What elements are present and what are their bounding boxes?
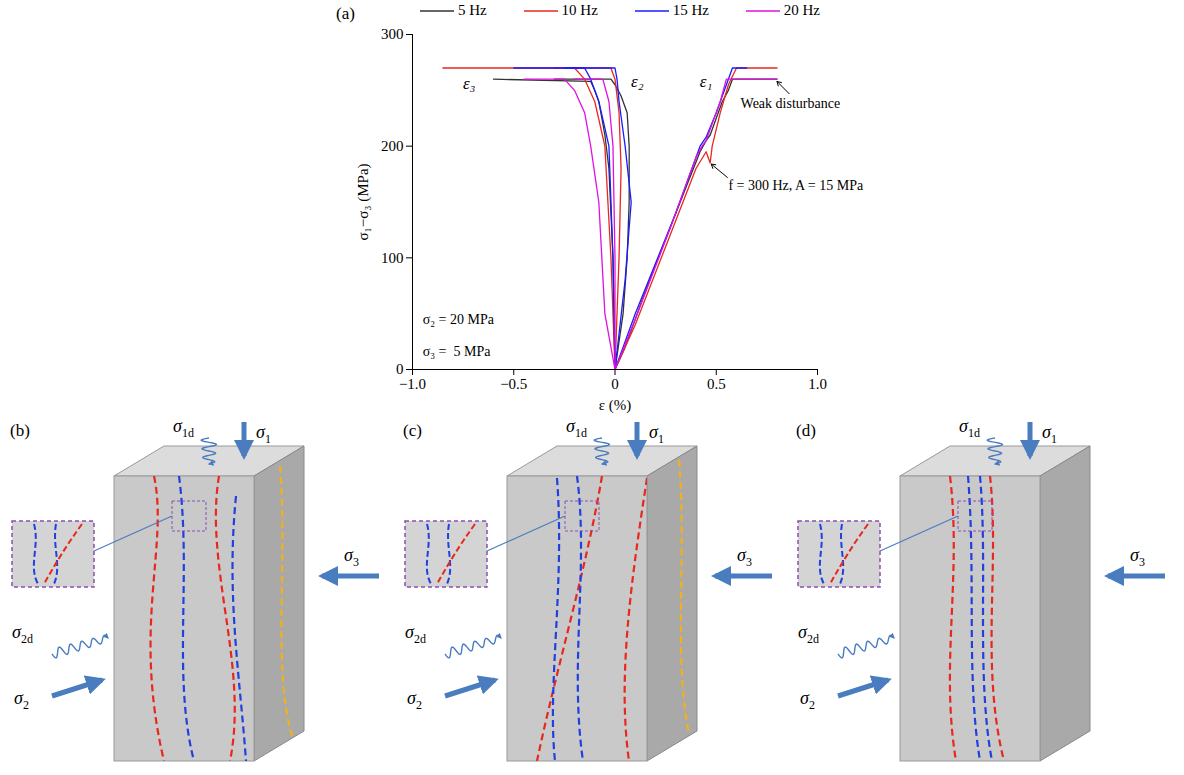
svg-text:σ3: σ3 <box>1130 545 1145 569</box>
svg-text:Weak disturbance: Weak disturbance <box>741 96 841 111</box>
html-text:20 Hz: 20 Hz <box>783 2 820 18</box>
svg-text:100: 100 <box>381 250 404 266</box>
svg-text:σ2d: σ2d <box>12 622 33 646</box>
html-text:(a): (a) <box>336 4 355 23</box>
svg-text:σ1: σ1 <box>1042 422 1057 446</box>
svg-text:(d): (d) <box>796 421 816 440</box>
html-text:10 Hz: 10 Hz <box>561 2 598 18</box>
svg-text:σ1: σ1 <box>256 422 271 446</box>
svg-text:σ₃ = 5 MPa: σ₃ = 5 MPa <box>423 344 492 359</box>
svg-text:σ3: σ3 <box>344 545 359 569</box>
svg-text:σ2d: σ2d <box>798 622 819 646</box>
html-text:5 Hz: 5 Hz <box>458 2 487 18</box>
svg-text:σ2: σ2 <box>800 688 815 712</box>
svg-text:0: 0 <box>396 361 404 377</box>
html-text:15 Hz: 15 Hz <box>672 2 709 18</box>
svg-text:−0.5: −0.5 <box>500 376 527 392</box>
svg-text:ε₁: ε₁ <box>700 72 713 91</box>
svg-text:σ₂ = 20 MPa: σ₂ = 20 MPa <box>423 312 495 327</box>
svg-text:σ2d: σ2d <box>405 622 426 646</box>
svg-text:0: 0 <box>611 376 619 392</box>
svg-text:σ1d: σ1d <box>566 416 587 440</box>
svg-text:ε₃: ε₃ <box>463 74 476 93</box>
svg-text:σ1d: σ1d <box>173 416 194 440</box>
svg-text:1.0: 1.0 <box>808 376 827 392</box>
svg-text:200: 200 <box>381 138 404 154</box>
svg-text:σ1d: σ1d <box>959 416 980 440</box>
svg-text:ε₂: ε₂ <box>631 72 644 91</box>
svg-text:f = 300 Hz, A = 15 MPa: f = 300 Hz, A = 15 MPa <box>728 178 864 193</box>
svg-text:300: 300 <box>381 26 404 42</box>
svg-text:σ2: σ2 <box>407 688 422 712</box>
svg-text:(c): (c) <box>403 421 422 440</box>
svg-text:0.5: 0.5 <box>707 376 726 392</box>
svg-text:−1.0: −1.0 <box>399 376 426 392</box>
svg-text:σ₁−σ₃ (MPa): σ₁−σ₃ (MPa) <box>355 163 372 240</box>
svg-text:(b): (b) <box>10 421 30 440</box>
svg-text:σ3: σ3 <box>737 545 752 569</box>
svg-text:σ1: σ1 <box>649 422 664 446</box>
svg-text:σ2: σ2 <box>14 688 29 712</box>
svg-text:ε (%): ε (%) <box>599 397 632 414</box>
